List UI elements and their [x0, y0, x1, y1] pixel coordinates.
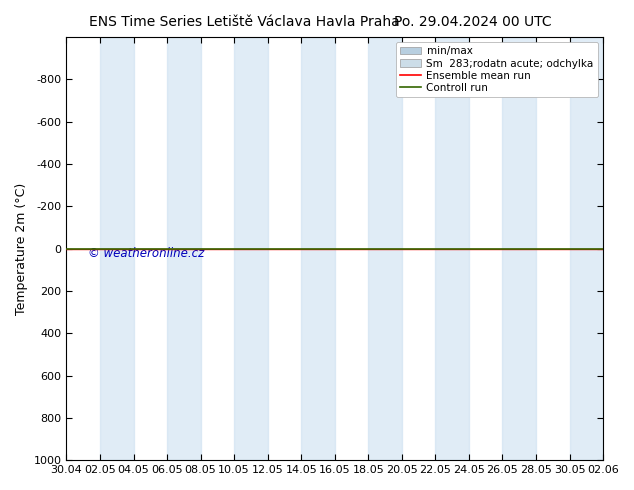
Y-axis label: Temperature 2m (°C): Temperature 2m (°C)	[15, 182, 28, 315]
Bar	[234, 37, 268, 460]
Bar	[301, 37, 335, 460]
Text: ENS Time Series Letiště Václava Havla Praha: ENS Time Series Letiště Václava Havla Pr…	[89, 15, 399, 29]
Bar	[569, 37, 603, 460]
Bar	[368, 37, 402, 460]
Bar	[503, 37, 536, 460]
Legend: min/max, Sm  283;rodatn acute; odchylka, Ensemble mean run, Controll run: min/max, Sm 283;rodatn acute; odchylka, …	[396, 42, 598, 97]
Text: © weatheronline.cz: © weatheronline.cz	[88, 247, 204, 260]
Bar	[100, 37, 134, 460]
Bar	[167, 37, 200, 460]
Text: Po. 29.04.2024 00 UTC: Po. 29.04.2024 00 UTC	[394, 15, 552, 29]
Bar	[436, 37, 469, 460]
